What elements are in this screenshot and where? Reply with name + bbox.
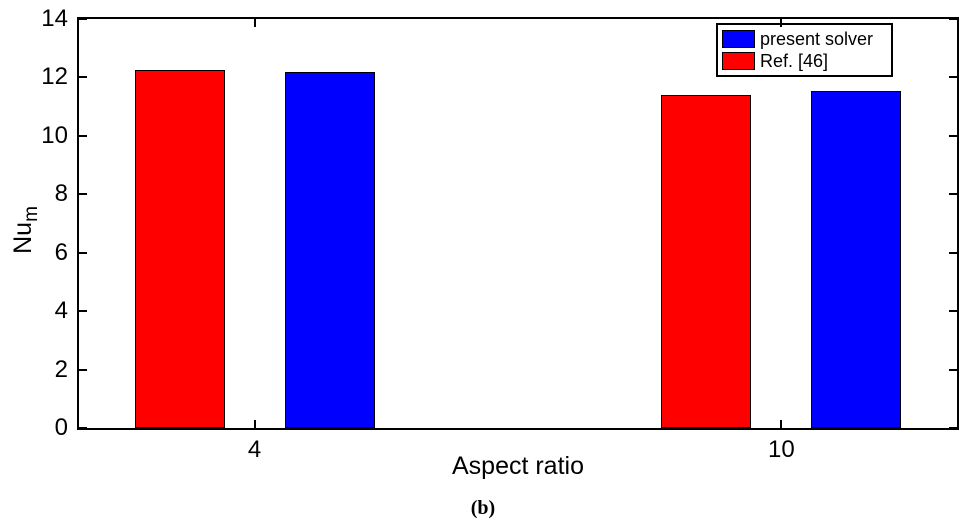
y-tick-label: 6 <box>54 238 68 266</box>
y-axis-tick <box>949 310 957 313</box>
legend-swatch <box>722 30 755 48</box>
x-axis-tick <box>253 420 256 428</box>
y-axis-tick <box>949 18 957 20</box>
x-tick-labels: 4 10 <box>79 437 957 465</box>
y-axis-tick <box>79 134 87 137</box>
plot-area: present solver Ref. [46] <box>77 17 959 430</box>
figure-caption: (b) <box>470 497 496 519</box>
y-axis-tick <box>79 18 87 20</box>
y-tick-label: 0 <box>54 414 68 441</box>
legend-item[interactable]: present solver <box>722 28 889 50</box>
y-axis-tick <box>949 427 957 429</box>
x-axis-tick <box>253 19 256 27</box>
y-axis-tick <box>79 251 87 254</box>
y-tick-label: 4 <box>54 297 68 325</box>
y-tick-label: 12 <box>41 63 68 91</box>
x-axis-tick <box>780 19 783 27</box>
legend-swatch <box>722 52 755 70</box>
bar-ref-46 <box>134 70 225 428</box>
y-axis-tick <box>79 368 87 371</box>
y-tick-label: 2 <box>54 355 68 383</box>
bar-present-solver <box>284 71 375 428</box>
y-axis-tick <box>949 193 957 196</box>
legend-item-label: present solver <box>760 29 874 49</box>
y-axis-tick <box>79 427 87 429</box>
y-axis-tick <box>79 193 87 196</box>
x-axis-label: Aspect ratio <box>451 452 584 480</box>
legend: present solver Ref. [46] <box>716 23 893 77</box>
y-axis-tick <box>949 76 957 79</box>
x-axis-tick <box>780 420 783 428</box>
y-tick-label: 8 <box>54 180 68 208</box>
y-axis-tick <box>949 368 957 371</box>
x-tick-label: 10 <box>768 436 795 463</box>
legend-item-label: Ref. [46] <box>760 51 829 71</box>
y-axis-tick <box>79 310 87 313</box>
y-axis-tick <box>949 134 957 137</box>
y-axis-tick <box>79 76 87 79</box>
y-tick-label: 14 <box>41 5 68 32</box>
bar-ref-46 <box>661 94 752 428</box>
legend-item[interactable]: Ref. [46] <box>722 50 889 72</box>
y-tick-label: 10 <box>41 121 68 149</box>
bar-present-solver <box>811 90 902 428</box>
y-axis-tick <box>949 251 957 254</box>
y-tick-labels: 0 2 4 6 8 10 12 14 <box>0 7 68 440</box>
x-tick-label: 4 <box>247 436 262 463</box>
